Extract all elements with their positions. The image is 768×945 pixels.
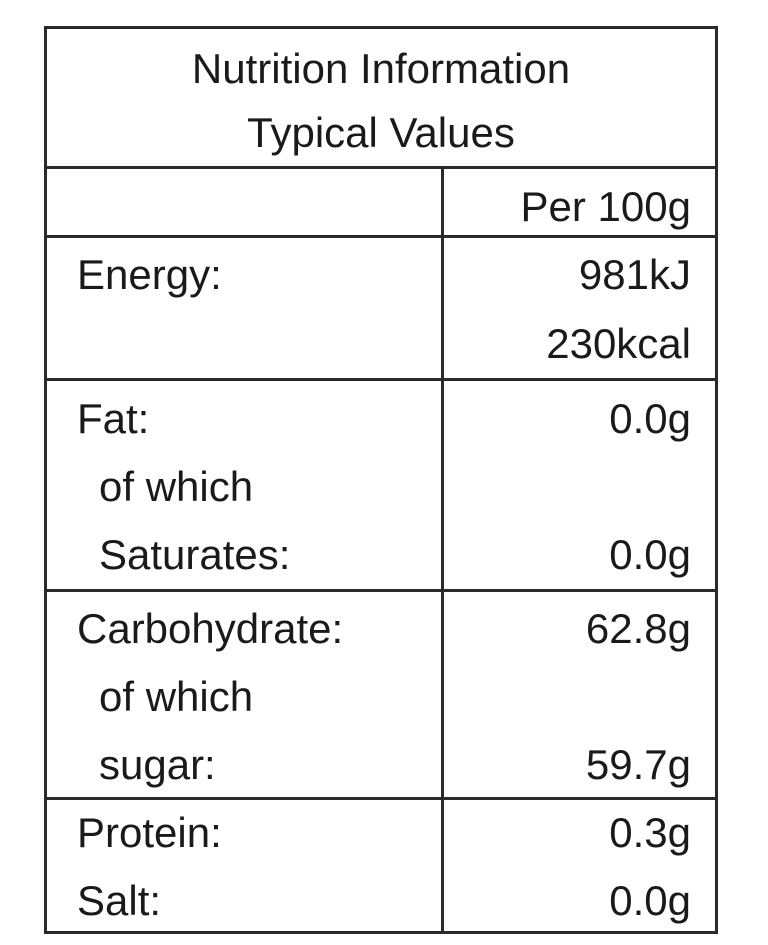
divider-title [47,166,715,169]
column-divider [441,169,444,931]
row-value-sugar: 59.7g [585,741,691,788]
row-value-energy-kcal: 230kcal [546,320,691,367]
row-sublabel-fat-of-which: of which [99,463,254,510]
row-sublabel-carbohydrate-of-which: of which [99,673,254,720]
row-value-fat: 0.0g [609,395,691,442]
row-label-carbohydrate: Carbohydrate: [77,605,344,652]
row-label-energy: Energy: [77,251,222,298]
row-sublabel-sugar: sugar: [99,741,216,788]
divider-carbohydrate [47,797,715,800]
title-line-1: Nutrition Information [191,45,571,92]
column-header-per-100g: Per 100g [520,183,691,230]
row-label-fat: Fat: [77,395,150,442]
row-value-salt: 0.0g [609,877,691,924]
nutrition-label: Nutrition Information Typical Values Per… [44,26,718,934]
label-title: Nutrition Information Typical Values [47,37,715,165]
title-line-2: Typical Values [247,109,515,156]
row-sublabel-saturates: Saturates: [99,531,291,578]
divider-header [47,235,715,238]
row-value-energy-kj: 981kJ [578,251,691,298]
row-value-carbohydrate: 62.8g [585,605,691,652]
row-label-salt: Salt: [77,877,162,924]
row-label-protein: Protein: [77,809,222,856]
divider-energy [47,378,715,381]
row-value-protein: 0.3g [609,809,691,856]
divider-fat [47,589,715,592]
row-value-saturates: 0.0g [609,531,691,578]
